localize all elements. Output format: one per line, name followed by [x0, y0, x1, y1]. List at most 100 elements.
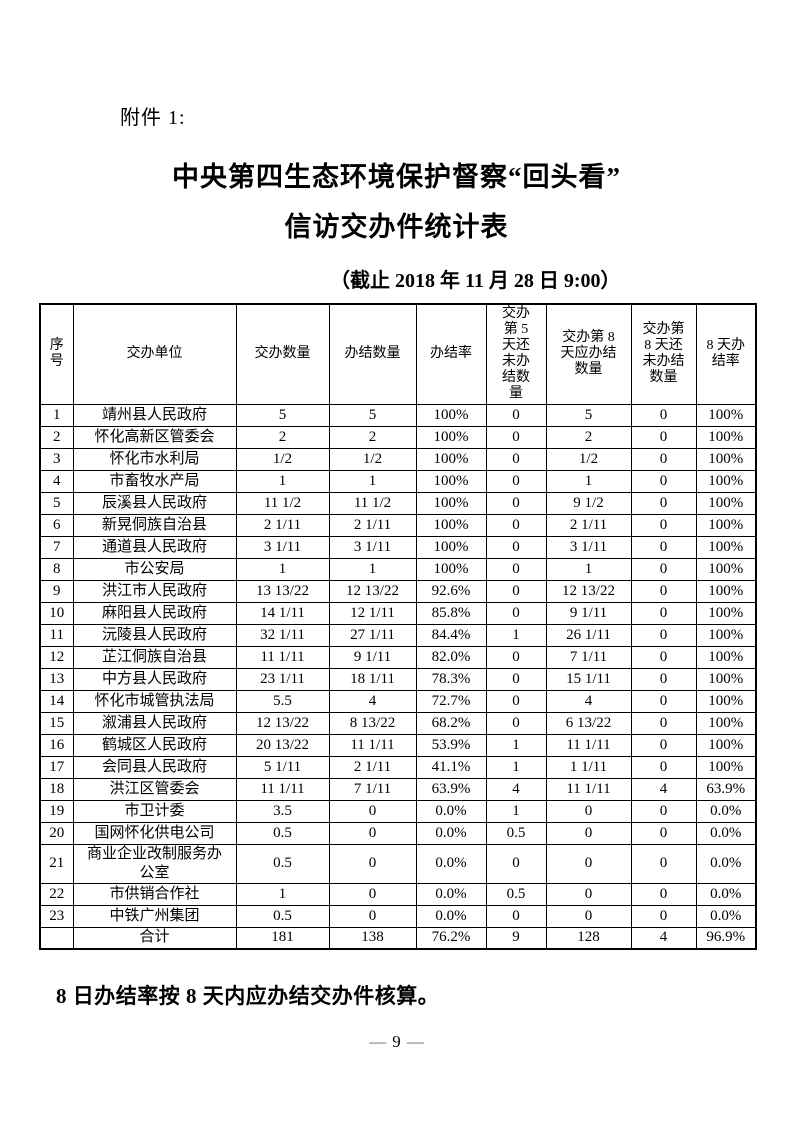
cell-unit-name: 商业企业改制服务办 公室: [72, 843, 237, 884]
cell-value-6: 100%: [695, 535, 757, 559]
cell-value-4: 5: [545, 403, 632, 427]
page-number: — 9 —: [0, 1032, 793, 1052]
cell-row-number: 15: [39, 711, 74, 735]
cell-value-3: 0: [485, 843, 547, 884]
cell-row-number: 20: [39, 821, 74, 845]
cell-value-0: 3 1/11: [235, 535, 330, 559]
cell-value-6: 100%: [695, 557, 757, 581]
cell-value-1: 2: [328, 425, 417, 449]
cell-value-6: 100%: [695, 513, 757, 537]
cell-row-number: 7: [39, 535, 74, 559]
cell-value-5: 0: [630, 821, 697, 845]
cell-value-6: 100%: [695, 689, 757, 713]
cell-unit-name: 洪江区管委会: [72, 777, 237, 801]
cell-row-number: 21: [39, 843, 74, 884]
table-row: 14 怀化市城管执法局 5.5 4 72.7% 0 4 0 100%: [39, 689, 757, 713]
cell-value-0: 5: [235, 403, 330, 427]
cell-total-value-2: 76.2%: [415, 926, 487, 950]
table-row: 9 洪江市人民政府 13 13/22 12 13/22 92.6% 0 12 13/22 0 1…: [39, 579, 757, 603]
cell-unit-name: 怀化高新区管委会: [72, 425, 237, 449]
table-total-row: 合计 181 138 76.2% 9 128 4 96.9%: [39, 926, 757, 950]
cell-value-1: 7 1/11: [328, 777, 417, 801]
cell-value-6: 100%: [695, 755, 757, 779]
col-header-4: 办结率: [415, 303, 487, 405]
table-row: 21 商业企业改制服务办 公室 0.5 0 0.0% 0 0 0 0.0%: [39, 843, 757, 884]
cell-value-6: 0.0%: [695, 882, 757, 906]
cell-value-2: 68.2%: [415, 711, 487, 735]
cell-value-5: 0: [630, 557, 697, 581]
col-header-2: 交办数量: [235, 303, 330, 405]
cell-value-0: 2: [235, 425, 330, 449]
cell-value-0: 1: [235, 469, 330, 493]
cell-value-2: 100%: [415, 535, 487, 559]
cell-total-value-4: 128: [545, 926, 632, 950]
title-line-2: 信访交办件统计表: [284, 212, 509, 242]
cell-unit-name: 鹤城区人民政府: [72, 733, 237, 757]
cell-row-number: 17: [39, 755, 74, 779]
table-header-row: 序 号交办单位 交办数量 办结数量 办结率 交办 第 5 天还 未办 结数 量交办第 8…: [39, 303, 757, 405]
cell-value-4: 1/2: [545, 447, 632, 471]
cell-value-0: 5 1/11: [235, 755, 330, 779]
cell-value-4: 2 1/11: [545, 513, 632, 537]
cell-value-5: 0: [630, 491, 697, 515]
cell-value-1: 11 1/11: [328, 733, 417, 757]
cell-value-3: 1: [485, 755, 547, 779]
cell-value-6: 0.0%: [695, 843, 757, 884]
cell-value-5: 0: [630, 711, 697, 735]
cell-value-6: 100%: [695, 425, 757, 449]
cell-value-2: 0.0%: [415, 904, 487, 928]
cell-row-number: 23: [39, 904, 74, 928]
cell-row-number: 10: [39, 601, 74, 625]
table-row: 7 通道县人民政府 3 1/11 3 1/11 100% 0 3 1/11 0 100%: [39, 535, 757, 559]
cell-value-0: 14 1/11: [235, 601, 330, 625]
cell-row-number: 6: [39, 513, 74, 537]
cell-row-number: 4: [39, 469, 74, 493]
cell-value-0: 20 13/22: [235, 733, 330, 757]
cell-value-4: 1: [545, 469, 632, 493]
cell-value-2: 0.0%: [415, 799, 487, 823]
cell-value-5: 0: [630, 447, 697, 471]
cell-value-6: 100%: [695, 711, 757, 735]
cell-value-6: 100%: [695, 447, 757, 471]
cell-value-0: 23 1/11: [235, 667, 330, 691]
table-row: 11 沅陵县人民政府 32 1/11 27 1/11 84.4% 1 26 1/11 0 100…: [39, 623, 757, 647]
cell-value-1: 27 1/11: [328, 623, 417, 647]
cell-row-number: 8: [39, 557, 74, 581]
cell-value-1: 9 1/11: [328, 645, 417, 669]
cell-total-value-3: 9: [485, 926, 547, 950]
cutoff-date-note: （截止 2018 年 11 月 28 日 9:00）: [330, 270, 621, 292]
cell-value-6: 100%: [695, 645, 757, 669]
cell-unit-name: 会同县人民政府: [72, 755, 237, 779]
cell-value-1: 0: [328, 882, 417, 906]
cell-value-5: 0: [630, 843, 697, 884]
cell-value-1: 2 1/11: [328, 513, 417, 537]
table-row: 18 洪江区管委会 11 1/11 7 1/11 63.9% 4 11 1/11 4 63.9%: [39, 777, 757, 801]
cell-value-2: 100%: [415, 425, 487, 449]
cell-value-3: 0: [485, 557, 547, 581]
cell-value-5: 0: [630, 535, 697, 559]
cell-value-5: 4: [630, 777, 697, 801]
table-row: 4 市畜牧水产局 1 1 100% 0 1 0 100%: [39, 469, 757, 493]
cell-value-6: 0.0%: [695, 904, 757, 928]
table-row: 2 怀化高新区管委会 2 2 100% 0 2 0 100%: [39, 425, 757, 449]
cell-value-3: 0: [485, 403, 547, 427]
cell-value-1: 2 1/11: [328, 755, 417, 779]
cell-value-0: 12 13/22: [235, 711, 330, 735]
cell-value-4: 9 1/11: [545, 601, 632, 625]
cell-row-number: 19: [39, 799, 74, 823]
cell-row-number: 16: [39, 733, 74, 757]
cell-value-0: 0.5: [235, 843, 330, 884]
cell-value-2: 84.4%: [415, 623, 487, 647]
attachment-label: 附件 1:: [120, 107, 186, 129]
cell-value-3: 0: [485, 535, 547, 559]
cell-value-1: 0: [328, 821, 417, 845]
cell-value-4: 0: [545, 799, 632, 823]
cell-value-4: 12 13/22: [545, 579, 632, 603]
cell-total-value-6: 96.9%: [695, 926, 757, 950]
col-header-0: 序 号: [39, 303, 74, 405]
cell-value-2: 41.1%: [415, 755, 487, 779]
footnote: 8 日办结率按 8 天内应办结交办件核算。: [56, 984, 440, 1008]
cell-value-1: 18 1/11: [328, 667, 417, 691]
document-title: 中央第四生态环境保护督察“回头看” 信访交办件统计表: [0, 152, 793, 252]
